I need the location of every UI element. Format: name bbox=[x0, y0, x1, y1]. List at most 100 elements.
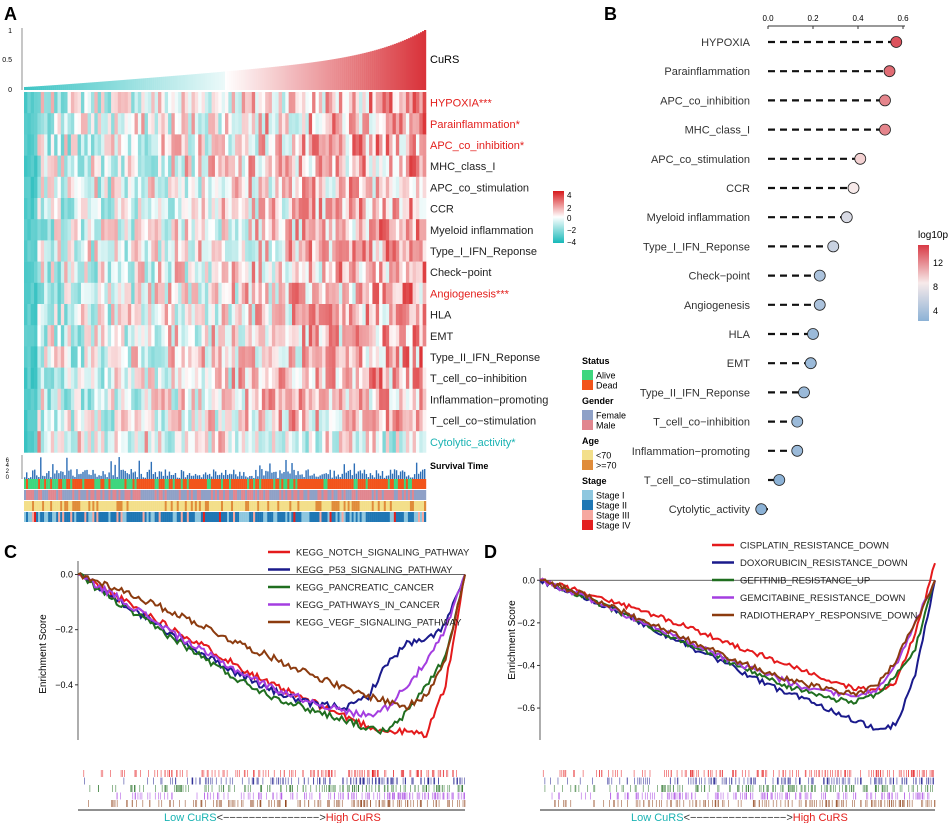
heatmap-cell bbox=[50, 198, 55, 220]
heatmap-cell bbox=[245, 431, 249, 453]
heatmap-cell bbox=[188, 261, 192, 284]
annotation-cell bbox=[327, 490, 330, 500]
survival-bar bbox=[325, 473, 327, 479]
heatmap-cell bbox=[228, 388, 232, 411]
heatmap-cell bbox=[245, 240, 249, 262]
annotation-cell bbox=[144, 490, 147, 500]
heatmap-cell bbox=[67, 261, 72, 284]
heatmap-cell bbox=[147, 282, 152, 305]
curs-bar bbox=[196, 73, 200, 90]
heatmap-cell bbox=[201, 113, 206, 135]
annotation-cell bbox=[96, 501, 99, 511]
heatmap-cell bbox=[355, 410, 360, 432]
heatmap-cell bbox=[168, 282, 172, 305]
survival-bar bbox=[62, 471, 64, 479]
survival-bar bbox=[184, 477, 187, 479]
heatmap-cell bbox=[67, 410, 72, 432]
heatmap-cell bbox=[84, 134, 88, 156]
annotation-cell bbox=[357, 490, 360, 500]
annotation-cell bbox=[60, 501, 63, 511]
heatmap-cell bbox=[131, 113, 135, 135]
heatmap-cell bbox=[285, 410, 289, 432]
heatmap-cell bbox=[409, 113, 413, 135]
annotation-cell bbox=[271, 490, 274, 500]
annotation-cell bbox=[333, 479, 336, 489]
heatmap-cell bbox=[281, 240, 286, 262]
heatmap-cell bbox=[419, 367, 423, 390]
annotation-cell bbox=[202, 490, 206, 500]
annotation-cell bbox=[32, 501, 35, 511]
curs-bar bbox=[142, 78, 145, 90]
annotation-cell bbox=[291, 501, 294, 511]
heatmap-cell bbox=[114, 261, 119, 284]
curs-bar bbox=[251, 69, 254, 90]
heatmap-cell bbox=[221, 325, 226, 347]
heatmap-cell bbox=[275, 431, 279, 453]
heatmap-cell bbox=[181, 410, 186, 432]
heatmap-cell bbox=[338, 367, 343, 390]
annotation-cell bbox=[100, 501, 103, 511]
heatmap-cell bbox=[405, 219, 410, 241]
heatmap-cell bbox=[359, 219, 363, 241]
heatmap-cell bbox=[268, 346, 273, 368]
heatmap-cell bbox=[332, 325, 336, 347]
annotation-cell bbox=[235, 501, 238, 511]
heatmap-cell bbox=[345, 134, 350, 156]
heatmap-cell bbox=[188, 282, 192, 305]
heatmap-cell bbox=[248, 134, 253, 156]
curs-bar bbox=[72, 83, 75, 90]
survival-bar bbox=[30, 477, 32, 479]
legend-swatch bbox=[582, 500, 593, 510]
annotation-cell bbox=[311, 479, 314, 489]
heatmap-cell bbox=[412, 325, 417, 347]
heatmap-cell bbox=[228, 261, 232, 284]
heatmap-cell bbox=[131, 155, 135, 178]
heatmap-cell bbox=[44, 282, 48, 305]
heatmap-cell bbox=[342, 431, 346, 453]
heatmap-cell bbox=[422, 113, 427, 135]
heatmap-cell bbox=[379, 282, 383, 305]
heatmap-cell bbox=[27, 198, 31, 220]
heatmap-row-label: T_cell_co−stimulation bbox=[430, 416, 536, 428]
heatmap-cell bbox=[208, 388, 212, 411]
annotation-cell bbox=[172, 479, 175, 489]
curs-bar bbox=[225, 71, 228, 90]
annotation-cell bbox=[413, 501, 417, 511]
heatmap-cell bbox=[285, 176, 289, 199]
heatmap-cell bbox=[392, 134, 397, 156]
heatmap-cell bbox=[221, 431, 226, 453]
annotation-cell bbox=[42, 490, 45, 500]
annotation-cell bbox=[249, 512, 252, 522]
heatmap-cell bbox=[174, 346, 179, 368]
heatmap-cell bbox=[261, 92, 266, 114]
annotation-cell bbox=[188, 490, 192, 500]
heatmap-cell bbox=[338, 346, 343, 368]
annotation-cell bbox=[90, 501, 93, 511]
heatmap-cell bbox=[405, 410, 410, 432]
annotation-cell bbox=[267, 479, 270, 489]
heatmap-cell bbox=[127, 176, 132, 199]
curs-bar bbox=[144, 78, 147, 90]
heatmap-cell bbox=[114, 155, 119, 178]
annotation-cell bbox=[247, 501, 250, 511]
heatmap-cell bbox=[60, 388, 65, 411]
annotation-cell bbox=[92, 490, 95, 500]
heatmap-cell bbox=[271, 92, 276, 114]
gsea-tick-label: −0.4 bbox=[517, 660, 535, 670]
heatmap-cell bbox=[121, 113, 125, 135]
annotation-cell bbox=[327, 512, 330, 522]
heatmap-cell bbox=[348, 304, 353, 326]
curs-bar bbox=[327, 60, 330, 90]
annotation-cell bbox=[26, 501, 29, 511]
gsea-legend-label: KEGG_PANCREATIC_CANCER bbox=[296, 583, 434, 594]
heatmap-cell bbox=[385, 367, 390, 390]
heatmap-cell bbox=[154, 155, 159, 178]
heatmap-cell bbox=[114, 198, 119, 220]
heatmap-cell bbox=[372, 240, 377, 262]
heatmap-cell bbox=[348, 155, 353, 178]
b-category-label: Angiogenesis bbox=[684, 300, 751, 312]
heatmap-cell bbox=[204, 431, 209, 453]
heatmap-cell bbox=[27, 261, 31, 284]
heatmap-row-label: APC_co_stimulation bbox=[430, 182, 529, 194]
heatmap-cell bbox=[184, 346, 189, 368]
